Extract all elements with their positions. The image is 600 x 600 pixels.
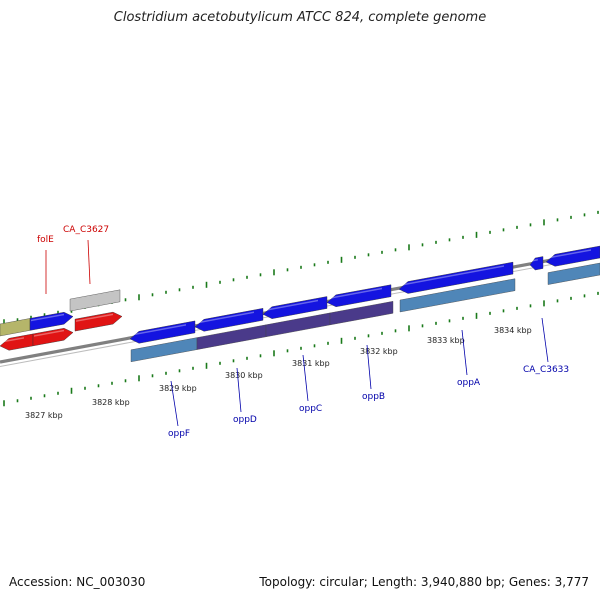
gene-oppC-cds[interactable] [262, 296, 328, 319]
gene-oppB-bar[interactable] [329, 301, 394, 326]
gene-highlight [76, 313, 113, 322]
kbp-label: 3831 kbp [292, 359, 330, 368]
gene-label-leader [366, 344, 372, 390]
gene-label-oppA[interactable]: oppA [457, 378, 481, 388]
gene-highlight [328, 287, 382, 300]
genome-summary-text: Topology: circular; Length: 3,940,880 bp… [259, 575, 589, 589]
gene-label-CA_C3633[interactable]: CA_C3633 [523, 365, 569, 375]
gene-red-1[interactable] [0, 333, 34, 351]
gene-oppB-cds[interactable] [326, 284, 392, 308]
gene-CA_C3627-cds[interactable] [69, 289, 121, 312]
gene-label-leader [236, 367, 242, 413]
kbp-label: 3833 kbp [427, 336, 465, 345]
gene-label-folE[interactable]: folE [37, 235, 54, 245]
gene-label-oppC[interactable]: oppC [299, 404, 322, 414]
gene-highlight [131, 324, 186, 336]
kbp-label: 3830 kbp [225, 371, 263, 380]
gene-label-leader [461, 329, 468, 376]
gene-highlight [400, 265, 504, 286]
gene-label-oppD[interactable]: oppD [233, 415, 257, 425]
gene-CA_C3633-bar[interactable] [547, 262, 600, 285]
gene-label-leader [541, 317, 549, 363]
gene-highlight [31, 313, 64, 322]
gene-highlight [531, 259, 538, 262]
gene-oppD-cds[interactable] [194, 308, 264, 332]
gene-label-CA_C3627[interactable]: CA_C3627 [63, 225, 109, 235]
gene-label-leader [87, 239, 91, 285]
gene-highlight [547, 249, 591, 259]
gene-label-oppF[interactable]: oppF [168, 429, 190, 439]
kbp-label: 3827 kbp [25, 411, 63, 420]
gene-folE-cds[interactable] [29, 311, 74, 331]
gene-highlight [196, 311, 254, 324]
kbp-label: 3828 kbp [92, 398, 130, 407]
gene-oppF-cds[interactable] [129, 320, 196, 344]
gene-CA_C3633-cds[interactable] [545, 245, 600, 267]
map-title: Clostridium acetobutylicum ATCC 824, com… [113, 10, 487, 25]
gene-highlight [34, 329, 64, 337]
accession-text: Accession: NC_003030 [9, 575, 146, 589]
gene-highlight [264, 299, 318, 312]
gene-red-3[interactable] [74, 311, 123, 332]
gene-label-leader [170, 380, 179, 427]
kbp-label: 3829 kbp [159, 384, 197, 393]
gene-oppA-cds[interactable] [398, 261, 514, 294]
kbp-label: 3832 kbp [360, 347, 398, 356]
gene-oppA-bar[interactable] [399, 278, 516, 313]
kbp-label: 3834 kbp [494, 326, 532, 335]
gene-small-cds[interactable] [529, 256, 544, 271]
gene-highlight [1, 337, 24, 343]
gene-label-oppB[interactable]: oppB [362, 392, 385, 402]
gene-label-leader [302, 354, 309, 402]
gene-red-2[interactable] [32, 327, 74, 347]
